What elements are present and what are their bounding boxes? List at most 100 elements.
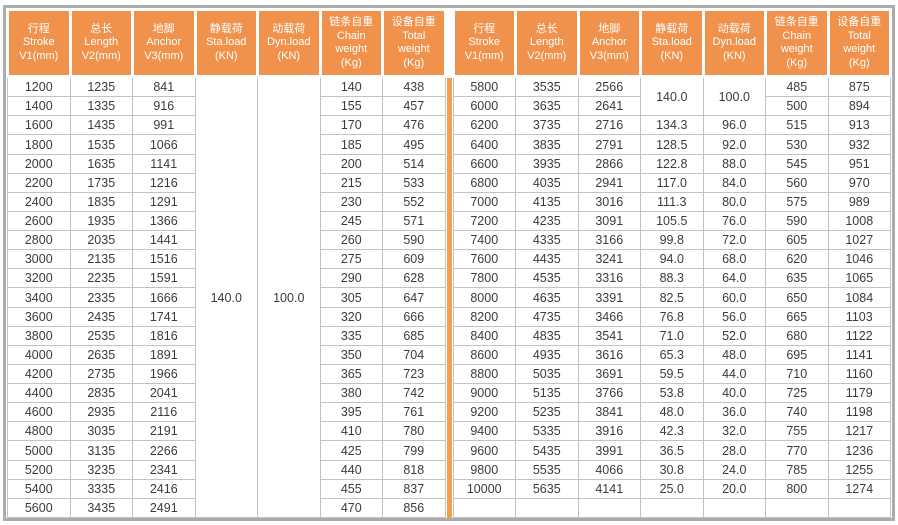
column-header-line: 动载荷 [272,22,306,35]
spec-row: 9800 5535 4066 30.8 24.0 785 1255 [452,459,891,480]
column-header-line: 行程 [473,22,496,35]
cell-sta-load: 48.0 [640,402,704,423]
cell-anchor: 2641 [577,96,641,117]
cell-total-weight: 1084 [827,287,891,308]
cell-total-weight: 951 [827,153,891,174]
cell-stroke: 8400 [452,325,516,346]
cell-length: 2935 [69,402,133,423]
column-header-line: V3(mm) [589,49,629,62]
cell-chain-weight: 335 [319,325,383,346]
cell-chain-weight: 560 [765,172,829,193]
cell-chain-weight: 395 [319,402,383,423]
cell-dyn-load: 52.0 [702,325,766,346]
cell-total-weight: 1217 [827,421,891,442]
column-header-line: Sta.load [651,36,692,49]
cell-total-weight: 723 [382,363,446,385]
cell-chain-weight: 200 [319,153,383,174]
cell-length: 5135 [515,383,579,404]
cell-chain-weight: 725 [765,383,829,404]
cell-chain-weight: 140 [319,75,383,98]
cell-anchor: 3616 [577,344,641,365]
spec-row: 9400 5335 3916 42.3 32.0 755 1217 [452,421,891,442]
cell-chain-weight: 605 [765,230,829,251]
cell-total-weight: 1198 [827,402,891,423]
cell-total-weight: 894 [827,96,891,117]
cell-total-weight: 1236 [827,440,891,461]
cell-chain-weight: 365 [319,363,383,385]
spec-row: 6400 3835 2791 128.5 92.0 530 932 [452,134,891,155]
cell-total-weight: 1255 [827,459,891,480]
cell-dyn-load: 92.0 [702,134,766,155]
cell-stroke: 2800 [7,230,71,251]
cell-length: 5435 [515,440,579,461]
cell-anchor: 1966 [132,363,196,385]
cell-dyn-load: 20.0 [702,478,766,499]
cell-total-weight: 1274 [827,478,891,499]
spec-row [452,497,891,519]
cell-total-weight: 799 [382,440,446,461]
cell-length: 3035 [69,421,133,442]
cell-length: 3835 [515,134,579,155]
cell-stroke: 9600 [452,440,516,461]
cell-chain-weight: 500 [765,96,829,117]
cell-anchor: 2716 [577,115,641,136]
cell-dyn-load: 96.0 [702,115,766,136]
cell-dyn-load: 100.0 [702,75,766,117]
cell-length: 2835 [69,383,133,404]
column-header-dyn-load: 动载荷 Dyn.load (KN) [701,8,767,78]
cell-chain-weight: 755 [765,421,829,442]
cell-length: 2535 [69,325,133,346]
cell-stroke [452,497,516,519]
column-header-line: weight [780,43,813,55]
spec-row: 2800 2035 1441 260 590 [7,230,446,251]
column-header-line: Dyn.load [712,36,756,49]
cell-length: 2635 [69,344,133,365]
cell-anchor: 1216 [132,172,196,193]
cell-anchor: 1516 [132,249,196,270]
cell-dyn-load: 48.0 [702,344,766,365]
cell-length: 4835 [515,325,579,346]
cell-total-weight: 970 [827,172,891,193]
column-header-length: 总长 Length V2(mm) [68,8,134,78]
cell-chain-weight: 155 [319,96,383,117]
spec-row: 5200 3235 2341 440 818 [7,459,446,480]
cell-anchor: 1366 [132,210,196,232]
cell-total-weight: 609 [382,249,446,270]
cell-total-weight: 628 [382,268,446,289]
cell-length: 3735 [515,115,579,136]
cell-length: 4335 [515,230,579,251]
spec-row: 2600 1935 1366 245 571 [7,210,446,232]
cell-stroke: 3600 [7,306,71,327]
cell-length: 5635 [515,478,579,499]
cell-sta-load: 94.0 [640,249,704,270]
spec-row: 5000 3135 2266 425 799 [7,440,446,461]
cell-stroke: 5600 [7,497,71,519]
cell-stroke: 7800 [452,268,516,289]
cell-anchor: 4141 [577,478,641,499]
spec-row: 6600 3935 2866 122.8 88.0 545 951 [452,153,891,174]
column-header-line: 地脚 [152,22,175,35]
cell-anchor: 3766 [577,383,641,404]
cell-anchor: 3316 [577,268,641,289]
cell-length: 1235 [69,75,133,98]
column-header-line: V1(mm) [464,49,504,62]
column-header-line: V2(mm) [81,49,121,62]
spec-row: 8000 4635 3391 82.5 60.0 650 1084 [452,287,891,308]
cell-total-weight: 457 [382,96,446,117]
cell-stroke: 1600 [7,115,71,136]
cell-length: 1635 [69,153,133,174]
column-header-line: 链条自重 [774,16,819,28]
cell-length: 3535 [515,75,579,98]
cell-dyn-load: 68.0 [702,249,766,270]
cell-length: 1935 [69,210,133,232]
column-header-line: 总长 [90,22,113,35]
cell-dyn-load: 60.0 [702,287,766,308]
cell-anchor: 2866 [577,153,641,174]
column-header-line: 链条自重 [329,16,374,28]
cell-total-weight: 1179 [827,383,891,404]
cell-total-weight: 1027 [827,230,891,251]
column-header-chain-weight: 链条自重 Chain weight (Kg) [318,8,384,78]
column-header-line: Chain [336,29,366,42]
cell-anchor: 2491 [132,497,196,519]
cell-anchor: 2266 [132,440,196,461]
